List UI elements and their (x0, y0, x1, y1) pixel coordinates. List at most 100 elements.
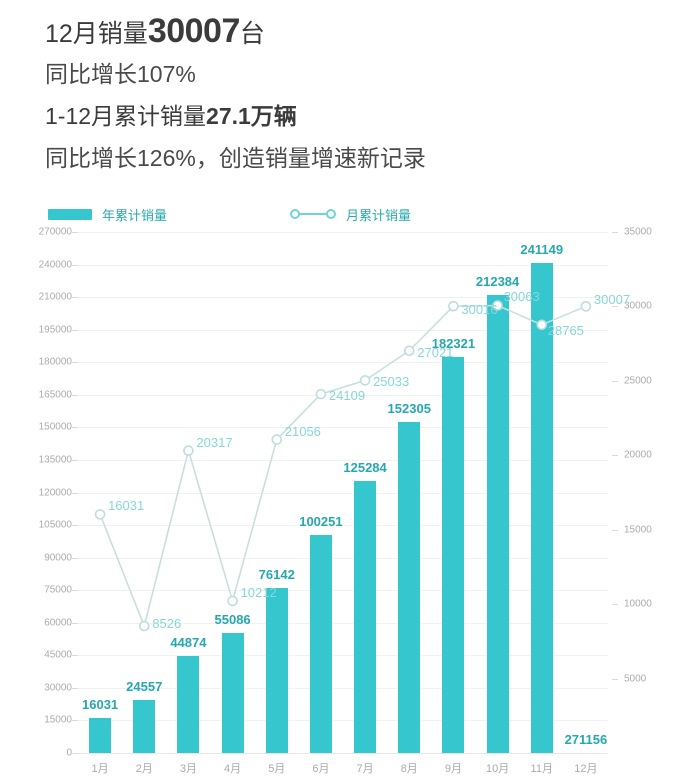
y-axis-left-tick-label: 120000 (38, 487, 72, 498)
legend-line-marker-left-icon (290, 209, 300, 219)
bar[interactable] (133, 699, 156, 753)
headline-tertiary-value: 27.1万辆 (206, 103, 297, 129)
line-marker[interactable] (448, 300, 459, 312)
line-value-label: 27021 (417, 344, 454, 360)
bar-value-label: 152305 (387, 401, 431, 417)
line-marker[interactable] (580, 301, 592, 312)
legend-line-segment-icon (299, 213, 327, 215)
y-axis-right-tick-label: 35000 (624, 226, 652, 238)
bar[interactable] (486, 294, 509, 753)
y-axis-left-tick-label: 270000 (38, 226, 72, 238)
bar-value-label: 212384 (475, 273, 520, 289)
y-axis-left-tick-label: 75000 (44, 584, 72, 596)
legend-item-line[interactable]: 月累计销量 (290, 203, 411, 225)
y-axis-right-tick-label: 10000 (624, 598, 652, 610)
y-axis-left-tick (72, 655, 78, 657)
line-value-label: 30007 (593, 292, 631, 308)
legend-line-swatch-icon (290, 208, 336, 220)
bar[interactable] (177, 655, 200, 753)
gridline (78, 427, 608, 429)
gridline (78, 297, 608, 299)
line-marker[interactable] (492, 300, 503, 311)
line-value-label: 8526 (152, 616, 182, 632)
y-axis-left-tick (72, 297, 78, 299)
gridline (78, 232, 608, 233)
bar-value-label: 125284 (343, 460, 387, 476)
y-axis-left-tick-label: 210000 (38, 291, 72, 303)
legend-line-marker-right-icon (326, 209, 336, 219)
line-marker[interactable] (94, 509, 106, 520)
y-axis-right-tick (612, 455, 618, 457)
y-axis-left-tick-label: 180000 (38, 356, 72, 368)
x-axis-line (78, 753, 608, 754)
y-axis-left-tick-label: 150000 (38, 421, 72, 433)
x-axis-tick-label: 2月 (135, 763, 153, 775)
x-axis-tick-label: 1月 (91, 763, 109, 775)
x-axis-tick-label: 12月 (574, 763, 598, 775)
legend-line-label: 月累计销量 (346, 207, 412, 223)
y-axis-left-tick (72, 394, 78, 396)
bar-value-label: 55086 (214, 612, 251, 628)
bar-value-label: 182321 (431, 336, 476, 352)
line-value-label: 25033 (373, 374, 410, 390)
y-axis-left-tick-label: 15000 (44, 714, 72, 726)
y-axis-right-tick (612, 678, 618, 680)
y-axis-right-tick-label: 30000 (624, 300, 652, 312)
x-axis-tick-label: 11月 (530, 763, 553, 775)
headline-quaternary: 同比增长126%，创造销量增速新记录 (45, 145, 426, 171)
bar[interactable] (398, 422, 421, 753)
bar[interactable] (354, 481, 377, 753)
bar-value-label: 16031 (82, 697, 119, 713)
y-axis-left-tick (72, 622, 78, 624)
x-axis-tick-label: 9月 (444, 763, 462, 775)
headline-primary-value: 30007 (147, 12, 241, 50)
line-value-label: 10212 (240, 584, 277, 600)
x-axis-tick-label: 4月 (224, 763, 242, 775)
line-marker[interactable] (138, 620, 150, 632)
headline-tertiary-prefix: 1-12月累计销量 (45, 103, 207, 129)
x-axis-tick-label: 8月 (400, 763, 418, 775)
line-path (99, 304, 587, 629)
bar[interactable] (89, 718, 112, 753)
y-axis-right-tick (612, 232, 618, 233)
y-axis-right-tick-label: 25000 (624, 375, 652, 387)
y-axis-left-tick (72, 329, 78, 331)
bar[interactable] (530, 263, 553, 753)
x-axis-tick-label: 10月 (485, 763, 510, 775)
line-value-label: 30063 (503, 289, 540, 305)
headline-primary-prefix: 12月销量 (45, 20, 148, 48)
y-axis-left-tick (72, 557, 78, 559)
line-marker[interactable] (403, 345, 415, 357)
bar[interactable] (442, 357, 465, 753)
x-axis-tick-label: 6月 (312, 763, 330, 775)
bar[interactable] (221, 633, 244, 753)
y-axis-left-tick (72, 525, 78, 527)
gridline (78, 590, 608, 592)
x-axis-tick-label: 7月 (356, 763, 374, 775)
gridline (78, 622, 608, 624)
bar[interactable] (309, 535, 332, 753)
y-axis-left-tick (72, 264, 78, 266)
line-marker[interactable] (359, 375, 371, 386)
gridline (78, 655, 608, 657)
bar-value-label: 24557 (126, 678, 163, 694)
line-marker[interactable] (183, 445, 194, 456)
y-axis-left-tick-label: 45000 (44, 649, 72, 661)
x-axis-tick-label: 5月 (268, 763, 286, 775)
y-axis-left-tick (72, 459, 78, 461)
line-marker[interactable] (227, 595, 238, 607)
y-axis-left: 0 15000 30000 45000 60000 75000 90000 105000 120… (0, 0, 78, 776)
y-axis-left-tick (72, 687, 78, 689)
y-axis-left-tick-label: 135000 (38, 454, 72, 466)
gridline (78, 394, 608, 396)
bar[interactable] (265, 587, 288, 753)
line-marker[interactable] (315, 388, 327, 400)
y-axis-left-tick-label: 90000 (44, 552, 72, 564)
line-marker[interactable] (271, 434, 283, 445)
y-axis-left-tick-label: 165000 (38, 389, 72, 401)
bar-value-label: 44874 (170, 634, 207, 650)
line-value-label: 24109 (328, 388, 366, 404)
legend-item-bar[interactable]: 年累计销量 (48, 203, 167, 225)
line-marker[interactable] (536, 319, 548, 331)
